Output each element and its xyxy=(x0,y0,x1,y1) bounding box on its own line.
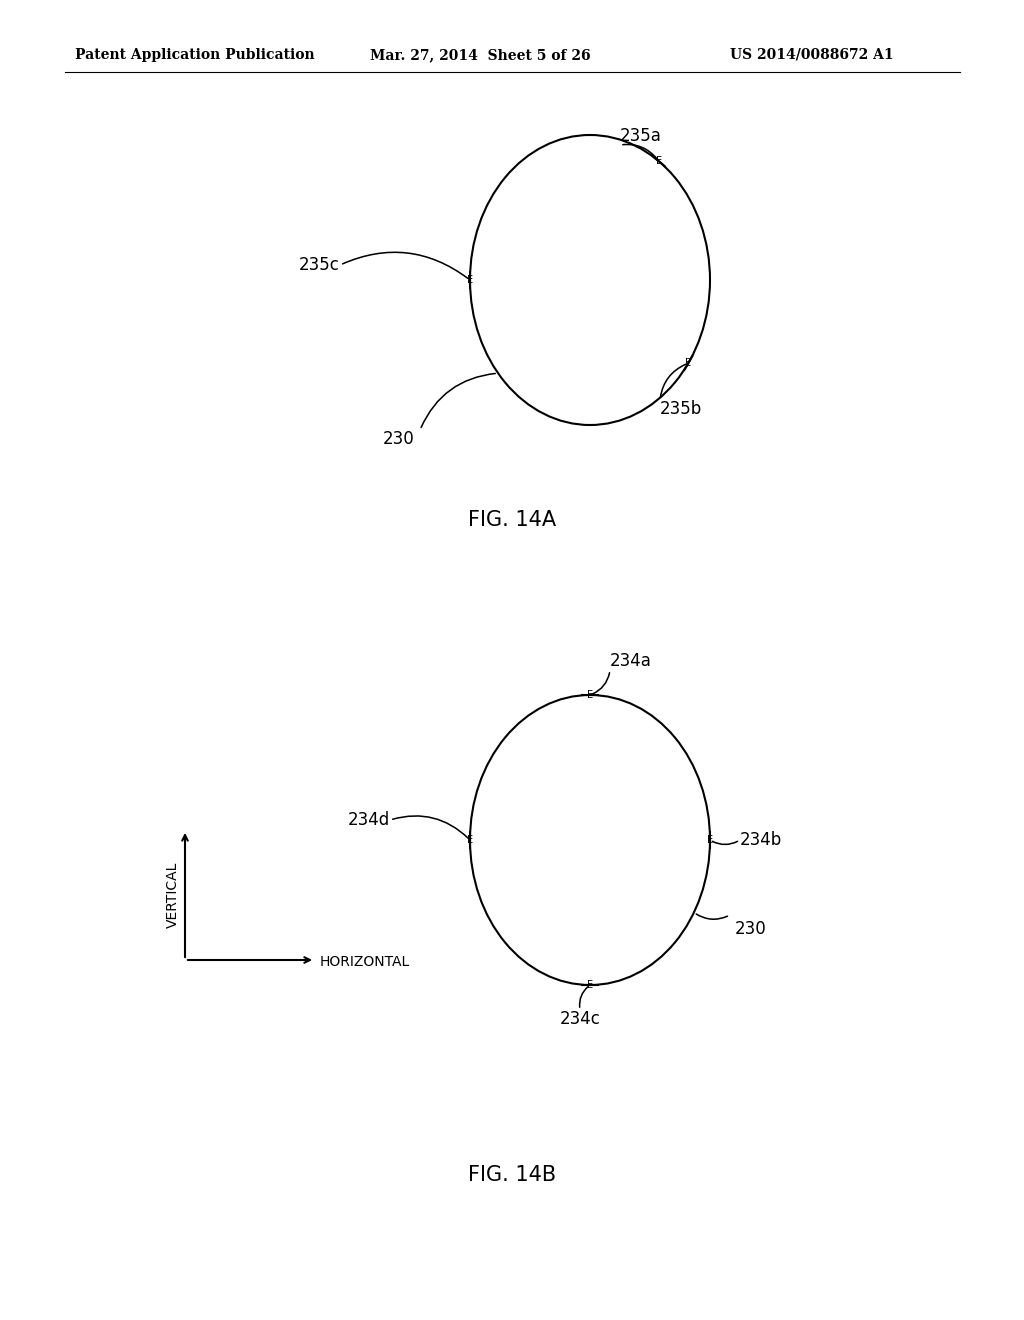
Text: 235c: 235c xyxy=(299,256,340,275)
Text: E: E xyxy=(587,979,593,990)
Text: E: E xyxy=(467,275,473,285)
Text: FIG. 14A: FIG. 14A xyxy=(468,510,556,531)
Text: FIG. 14B: FIG. 14B xyxy=(468,1166,556,1185)
Text: 235b: 235b xyxy=(660,400,702,418)
Text: E: E xyxy=(685,358,691,368)
Text: Patent Application Publication: Patent Application Publication xyxy=(75,48,314,62)
Text: E: E xyxy=(707,836,713,845)
Text: 235a: 235a xyxy=(620,127,662,145)
Text: US 2014/0088672 A1: US 2014/0088672 A1 xyxy=(730,48,894,62)
Text: Mar. 27, 2014  Sheet 5 of 26: Mar. 27, 2014 Sheet 5 of 26 xyxy=(370,48,591,62)
Text: HORIZONTAL: HORIZONTAL xyxy=(319,954,411,969)
Text: VERTICAL: VERTICAL xyxy=(166,862,180,928)
Text: E: E xyxy=(655,156,662,166)
Text: 230: 230 xyxy=(735,920,767,939)
Text: 234a: 234a xyxy=(610,652,652,671)
Text: 230: 230 xyxy=(383,430,415,447)
Text: 234c: 234c xyxy=(559,1010,600,1028)
Text: 234b: 234b xyxy=(740,832,782,849)
Text: E: E xyxy=(467,836,473,845)
Text: 234d: 234d xyxy=(348,810,390,829)
Text: E: E xyxy=(587,690,593,700)
